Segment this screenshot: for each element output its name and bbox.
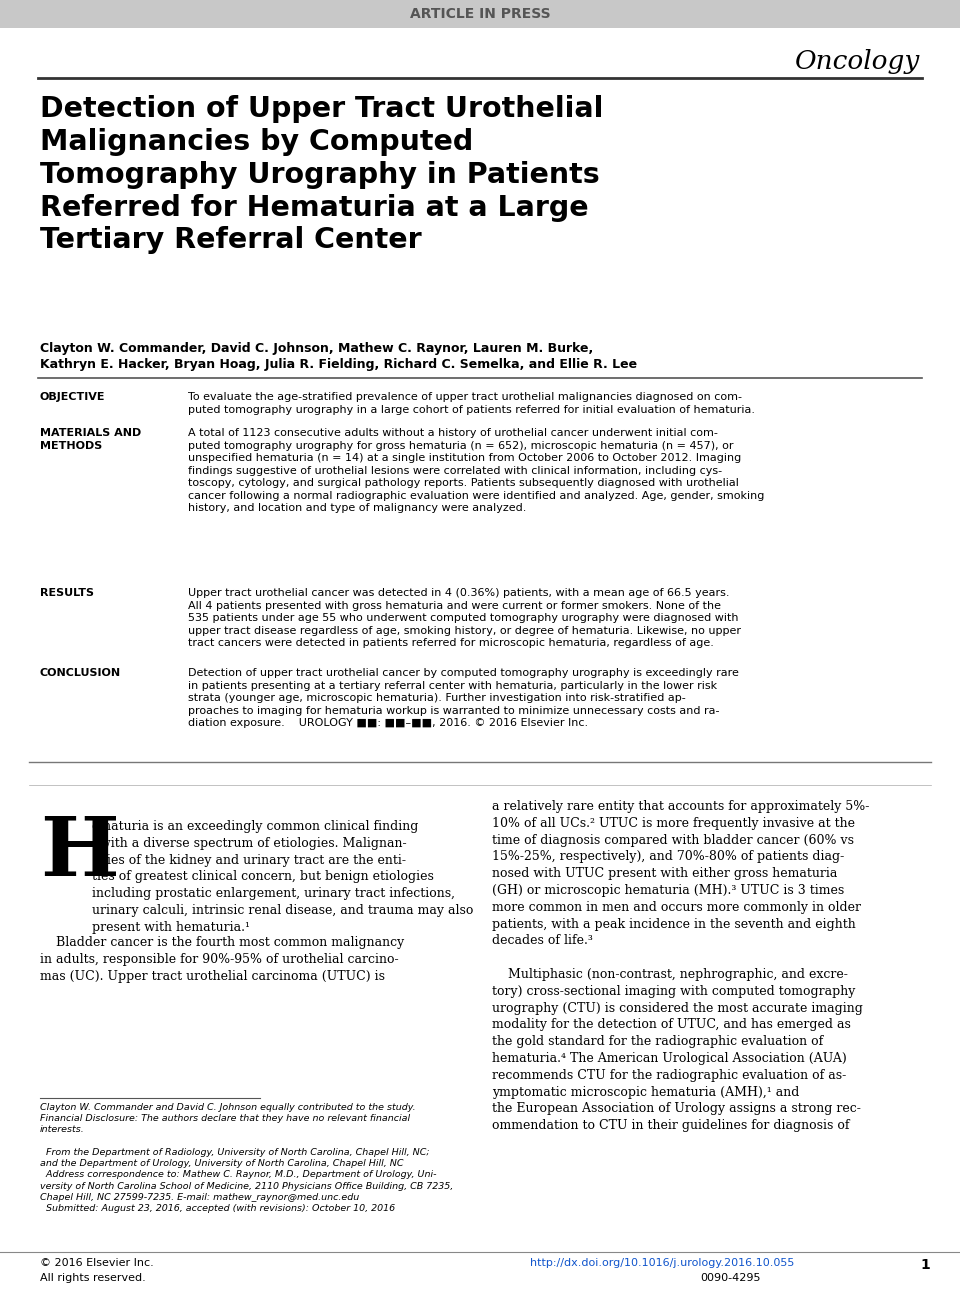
Text: To evaluate the age-stratified prevalence of upper tract urothelial malignancies: To evaluate the age-stratified prevalenc…	[188, 392, 755, 414]
Text: Kathryn E. Hacker, Bryan Hoag, Julia R. Fielding, Richard C. Semelka, and Ellie : Kathryn E. Hacker, Bryan Hoag, Julia R. …	[40, 359, 637, 372]
Text: 0090-4295: 0090-4295	[700, 1273, 760, 1284]
Text: ARTICLE IN PRESS: ARTICLE IN PRESS	[410, 6, 550, 21]
Text: 1: 1	[921, 1258, 930, 1272]
Bar	[0, 0, 960, 28]
Text: Upper tract urothelial cancer was detected in 4 (0.36%) patients, with a mean ag: Upper tract urothelial cancer was detect…	[188, 588, 741, 649]
Text: A total of 1123 consecutive adults without a history of urothelial cancer underw: A total of 1123 consecutive adults witho…	[188, 428, 764, 513]
Text: OBJECTIVE: OBJECTIVE	[40, 392, 106, 402]
Text: H: H	[40, 813, 119, 893]
Text: Bladder cancer is the fourth most common malignancy
in adults, responsible for 9: Bladder cancer is the fourth most common…	[40, 937, 404, 983]
Text: a relatively rare entity that accounts for approximately 5%-
10% of all UCs.² UT: a relatively rare entity that accounts f…	[492, 800, 870, 1133]
Text: Clayton W. Commander, David C. Johnson, Mathew C. Raynor, Lauren M. Burke,: Clayton W. Commander, David C. Johnson, …	[40, 342, 593, 355]
Text: CONCLUSION: CONCLUSION	[40, 668, 121, 679]
Text: http://dx.doi.org/10.1016/j.urology.2016.10.055: http://dx.doi.org/10.1016/j.urology.2016…	[530, 1258, 794, 1268]
Text: Detection of Upper Tract Urothelial
Malignancies by Computed
Tomography Urograph: Detection of Upper Tract Urothelial Mali…	[40, 95, 604, 254]
Text: All rights reserved.: All rights reserved.	[40, 1273, 146, 1284]
Text: MATERIALS AND
METHODS: MATERIALS AND METHODS	[40, 428, 141, 450]
Text: Oncology: Oncology	[795, 49, 920, 75]
Text: ematuria is an exceedingly common clinical finding
  with a diverse spectrum of : ematuria is an exceedingly common clinic…	[92, 820, 473, 934]
Text: RESULTS: RESULTS	[40, 588, 94, 599]
Text: © 2016 Elsevier Inc.: © 2016 Elsevier Inc.	[40, 1258, 154, 1268]
Text: Clayton W. Commander and David C. Johnson equally contributed to the study.
Fina: Clayton W. Commander and David C. Johnso…	[40, 1103, 453, 1213]
Text: Detection of upper tract urothelial cancer by computed tomography urography is e: Detection of upper tract urothelial canc…	[188, 668, 739, 729]
